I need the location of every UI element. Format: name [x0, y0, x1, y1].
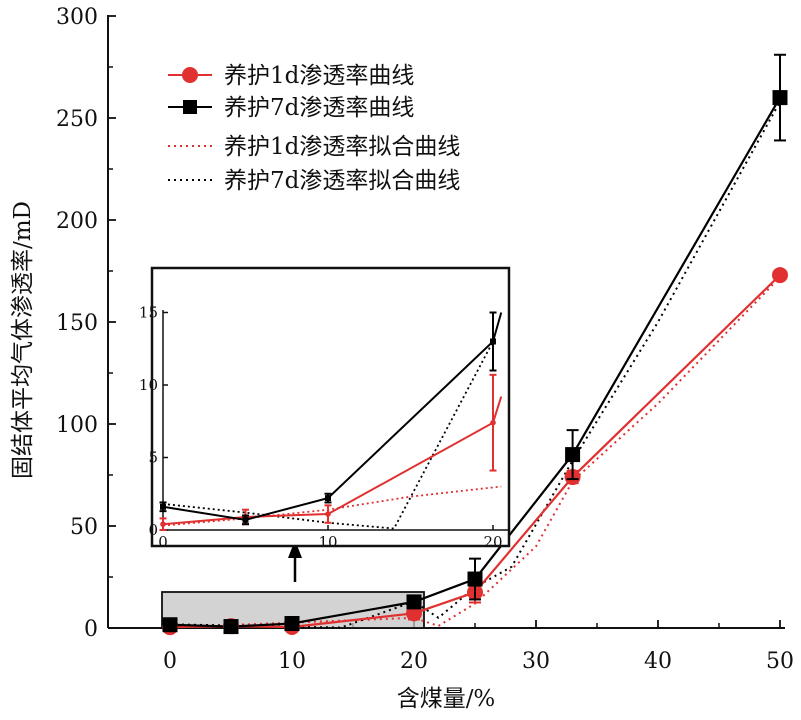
x-tick-label: 0: [163, 649, 177, 674]
inset-x-tick-label: 10: [318, 533, 337, 551]
legend-marker-1d: [182, 67, 198, 83]
inset-point-1d: [160, 521, 166, 527]
x-tick-label: 50: [766, 649, 794, 674]
x-tick-label: 10: [278, 649, 306, 674]
inset-plot: 0 10 20 0 5 10 15: [139, 266, 511, 551]
data-point-7d: [284, 616, 300, 632]
legend-label-4: 养护7d渗透率拟合曲线: [224, 168, 460, 194]
inset-point-7d: [325, 495, 331, 502]
data-point-7d: [772, 90, 788, 106]
inset-x-tick-label: 20: [483, 533, 502, 551]
data-point-7d: [565, 447, 581, 463]
data-point-7d: [467, 571, 483, 587]
data-point-1d: [772, 267, 788, 284]
x-tick-label: 30: [522, 649, 550, 674]
x-tick-label: 20: [400, 649, 428, 674]
x-tick-label: 40: [644, 649, 672, 674]
x-axis-title: 含煤量/%: [397, 686, 496, 712]
inset-frame: [150, 266, 511, 548]
inset-y-tick-label: 5: [148, 449, 158, 467]
y-axis-title: 固结体平均气体渗透率/mD: [10, 201, 36, 479]
legend-label-1: 养护1d渗透率曲线: [224, 63, 414, 89]
y-tick-label: 0: [84, 617, 98, 642]
main-series-layer: [162, 53, 788, 636]
inset-point-7d: [160, 503, 166, 510]
legend-marker-7d: [183, 100, 197, 114]
y-tick-label: 50: [70, 515, 98, 540]
inset-y-tick-label: 15: [139, 304, 158, 322]
inset-x-tick-label: 0: [158, 533, 168, 551]
y-tick-label: 150: [56, 311, 98, 336]
inset-point-7d: [490, 338, 496, 345]
data-point-7d: [162, 617, 178, 633]
legend-label-3: 养护1d渗透率拟合曲线: [224, 134, 460, 160]
y-tick-label: 100: [56, 413, 98, 438]
inset-point-1d: [325, 511, 331, 517]
data-point-7d: [223, 619, 239, 635]
inset-point-7d: [242, 516, 249, 523]
y-tick-label: 200: [56, 209, 98, 234]
series-line-3: [169, 276, 781, 629]
inset-y-tick-label: 10: [139, 376, 158, 394]
inset-content: 0 10 20 0 5 10 15: [139, 304, 509, 551]
data-point-7d: [406, 594, 422, 610]
y-tick-label: 250: [56, 107, 98, 132]
inset-point-1d: [490, 419, 496, 426]
y-tick-label: 300: [56, 5, 98, 30]
legend-label-2: 养护7d渗透率曲线: [224, 95, 414, 121]
inset-y-tick-label: 0: [148, 521, 158, 539]
zoom-arrow: [288, 540, 302, 582]
